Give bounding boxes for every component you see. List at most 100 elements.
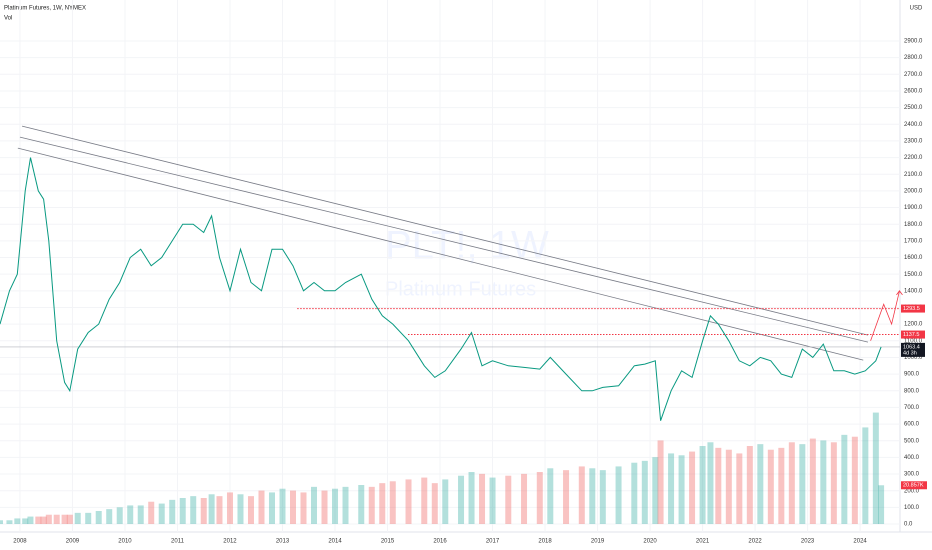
y-tick-label: 400.0 (904, 455, 920, 461)
trendline (19, 136, 869, 343)
y-tick-label: 1600.0 (904, 255, 923, 261)
y-tick-label: 800.0 (904, 388, 920, 394)
volume-bar (389, 481, 396, 524)
volume-bar (788, 442, 795, 524)
volume-bar (707, 442, 714, 524)
volume-bar (820, 440, 827, 524)
volume-bar (505, 475, 512, 524)
watermark-subtitle: Platinum Futures (385, 278, 536, 300)
x-tick-label: 2009 (66, 539, 80, 545)
volume-bar (878, 485, 885, 524)
volume-label: 20.857K (903, 483, 924, 489)
volume-bar (489, 477, 496, 524)
currency: USD (910, 6, 923, 12)
volume-bar (61, 514, 68, 524)
volume-bar (216, 496, 223, 524)
y-tick-label: 2200.0 (904, 155, 923, 161)
x-tick-label: 2012 (223, 539, 237, 545)
x-tick-label: 2016 (433, 539, 447, 545)
x-tick-label: 2020 (643, 539, 657, 545)
volume-bar (778, 447, 785, 524)
y-tick-label: 1500.0 (904, 272, 923, 278)
volume-bar (468, 472, 475, 524)
volume-bar (279, 488, 286, 524)
volume-bar (368, 486, 375, 524)
volume-bar (258, 490, 265, 524)
y-tick-label: 2700.0 (904, 72, 923, 78)
volume-bar (757, 444, 764, 524)
volume-bar (300, 492, 307, 524)
volume-bar (421, 477, 428, 524)
volume-bar (652, 457, 659, 524)
trendline (17, 147, 864, 361)
volume-bar (45, 514, 52, 524)
x-tick-label: 2019 (591, 539, 605, 545)
volume-bar (332, 488, 339, 524)
y-tick-label: 1400.0 (904, 288, 923, 294)
volume-bar (158, 503, 165, 524)
volume-bar (200, 498, 207, 524)
volume-bar (715, 447, 722, 524)
volume-bar (736, 453, 743, 524)
volume-bar (358, 485, 365, 524)
y-tick-label: 2600.0 (904, 89, 923, 95)
y-tick-label: 2800.0 (904, 55, 923, 61)
x-tick-label: 2023 (801, 539, 815, 545)
volume-bar (311, 486, 318, 524)
x-tick-label: 2014 (328, 539, 342, 545)
volume-bar (190, 496, 197, 524)
y-tick-label: 2400.0 (904, 122, 923, 128)
x-tick-label: 2013 (276, 539, 290, 545)
volume-tag (901, 481, 927, 490)
volume-bar (678, 455, 685, 524)
y-tick-label: 200.0 (904, 488, 920, 494)
y-tick-label: 0.0 (904, 522, 913, 528)
x-tick-label: 2010 (118, 539, 132, 545)
y-tick-label: 1200.0 (904, 322, 923, 328)
x-tick-label: 2018 (538, 539, 552, 545)
volume-bar (657, 440, 664, 524)
y-tick-label: 700.0 (904, 405, 920, 411)
y-tick-label: 600.0 (904, 422, 920, 428)
volume-bar (321, 490, 328, 524)
volume-bar (95, 511, 102, 524)
y-tick-label: 2300.0 (904, 139, 923, 145)
volume-bar (53, 514, 60, 524)
y-tick-label: 1900.0 (904, 205, 923, 211)
y-tick-label: 1100.0 (904, 338, 923, 344)
y-tick-label: 1000.0 (904, 355, 923, 361)
y-tick-label: 1700.0 (904, 238, 923, 244)
volume-bar (631, 462, 638, 524)
volume-bar (799, 444, 806, 524)
x-tick-label: 2021 (696, 539, 710, 545)
volume-bar (35, 516, 42, 524)
volume-bar (247, 496, 254, 524)
y-tick-label: 500.0 (904, 438, 920, 444)
price-line (0, 157, 882, 421)
last-price-label: 1063.4 (903, 344, 920, 350)
volume-bar (0, 520, 3, 524)
trendline (21, 125, 869, 336)
volume-bar (668, 453, 675, 524)
volume-bar (767, 449, 774, 524)
volume-bar (137, 505, 144, 524)
chart-title: Platinum Futures, 1W, NYMEX (4, 6, 86, 12)
volume-bar (599, 470, 606, 524)
volume-bar (66, 514, 73, 524)
volume-bar (547, 468, 554, 524)
volume-bar (431, 483, 438, 524)
volume-bar (40, 516, 47, 524)
volume-bar (127, 505, 134, 524)
volume-bar (862, 427, 869, 524)
volume-bar (226, 492, 233, 524)
volume-bar (74, 512, 81, 524)
last-price-tag (901, 342, 925, 357)
y-tick-label: 100.0 (904, 505, 920, 511)
x-tick-label: 2017 (486, 539, 500, 545)
volume-bar (830, 442, 837, 524)
volume-bar (106, 509, 113, 524)
volume-bar (405, 479, 412, 524)
volume-bar (536, 472, 543, 524)
volume-bar (85, 512, 92, 524)
